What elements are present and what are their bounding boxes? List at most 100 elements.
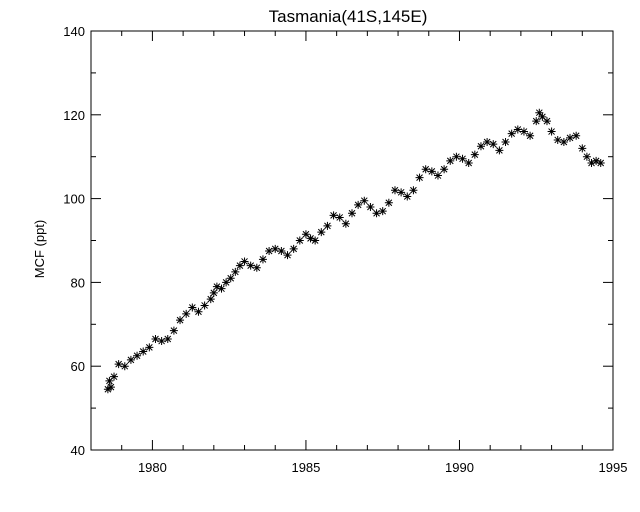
data-point — [458, 154, 467, 163]
data-point — [535, 108, 544, 117]
data-point — [329, 211, 338, 220]
data-point — [547, 127, 556, 136]
data-point — [354, 200, 363, 209]
data-point — [372, 209, 381, 218]
data-point — [306, 234, 315, 243]
data-point — [421, 165, 430, 174]
y-axis-label: MCF (ppt) — [32, 220, 47, 279]
data-point — [446, 156, 455, 165]
data-point — [507, 129, 516, 138]
chart-title: Tasmania(41S,145E) — [269, 7, 428, 26]
plot-frame — [90, 30, 614, 451]
data-point — [578, 144, 587, 153]
data-point — [572, 131, 581, 140]
y-tick-label: 100 — [63, 192, 85, 207]
data-point — [271, 244, 280, 253]
data-point — [390, 186, 399, 195]
data-point — [335, 213, 344, 222]
data-point — [114, 360, 123, 369]
data-point — [163, 334, 172, 343]
data-point — [182, 309, 191, 318]
data-point — [501, 138, 510, 147]
y-tick-label: 80 — [71, 275, 85, 290]
data-point — [133, 351, 142, 360]
data-point — [409, 186, 418, 195]
data-point — [226, 274, 235, 283]
data-point — [212, 282, 221, 291]
data-point — [120, 362, 129, 371]
data-point — [301, 230, 310, 239]
x-tick-label: 1995 — [599, 460, 628, 475]
data-point — [188, 303, 197, 312]
data-point — [240, 257, 249, 266]
axis-ticks: 1980 1985 1990 1995 40 60 80 100 120 140 — [63, 24, 627, 475]
data-point — [403, 192, 412, 201]
data-point — [348, 209, 356, 218]
data-point — [145, 343, 154, 352]
y-tick-label: 60 — [71, 359, 85, 374]
data-point — [295, 236, 304, 245]
data-point — [194, 307, 203, 316]
data-point — [103, 385, 112, 394]
data-point — [110, 372, 119, 381]
data-points — [103, 108, 605, 394]
data-point — [542, 117, 551, 126]
data-point — [217, 284, 226, 293]
data-point — [323, 221, 332, 230]
data-point — [106, 383, 115, 392]
data-point — [176, 316, 185, 325]
x-tick-label: 1990 — [445, 460, 474, 475]
data-point — [470, 150, 479, 159]
data-point — [495, 146, 504, 155]
data-point — [341, 219, 350, 228]
data-point — [157, 337, 166, 346]
data-point — [538, 112, 547, 121]
data-point — [384, 198, 393, 207]
data-point — [476, 142, 485, 151]
data-point — [427, 167, 436, 176]
data-point — [582, 152, 591, 161]
x-tick-label: 1980 — [138, 460, 167, 475]
data-point — [235, 261, 244, 270]
data-point — [277, 246, 286, 255]
data-point — [433, 171, 442, 180]
data-point — [415, 173, 424, 182]
data-point — [519, 127, 528, 136]
data-point — [317, 228, 326, 237]
data-point — [440, 165, 449, 174]
data-point — [258, 255, 267, 264]
y-tick-label: 120 — [63, 108, 85, 123]
data-point — [139, 347, 148, 356]
data-point — [452, 152, 461, 161]
data-point — [360, 196, 369, 205]
data-point — [559, 138, 568, 147]
data-point — [209, 288, 218, 297]
data-point — [126, 355, 135, 364]
data-point — [532, 117, 541, 126]
data-point — [252, 263, 261, 272]
data-point — [587, 158, 596, 167]
data-point — [206, 295, 215, 304]
data-point — [222, 278, 231, 287]
data-point — [200, 301, 209, 310]
data-point — [526, 131, 535, 140]
data-point — [489, 140, 498, 149]
data-point — [311, 236, 320, 245]
y-tick-label: 40 — [71, 443, 85, 458]
data-point — [151, 334, 160, 343]
data-point — [231, 267, 240, 276]
data-point — [283, 251, 292, 260]
data-point — [592, 156, 601, 165]
data-point — [566, 133, 575, 142]
data-point — [483, 138, 492, 147]
data-point — [596, 158, 605, 167]
data-point — [105, 376, 114, 385]
data-point — [169, 326, 178, 335]
data-point — [366, 202, 375, 211]
data-point — [378, 207, 387, 216]
x-tick-label: 1985 — [291, 460, 320, 475]
data-point — [289, 244, 298, 253]
y-tick-label: 140 — [63, 24, 85, 39]
data-point — [553, 135, 562, 144]
